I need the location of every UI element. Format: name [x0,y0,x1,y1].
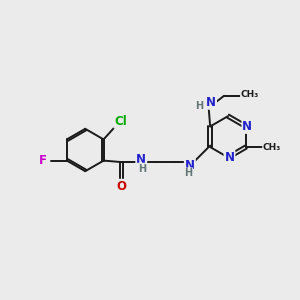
Text: F: F [39,154,47,167]
Text: N: N [185,159,195,172]
Text: CH₃: CH₃ [263,142,281,152]
Text: O: O [116,180,126,193]
Text: H: H [195,101,203,111]
Text: N: N [224,151,235,164]
Text: CH₃: CH₃ [241,90,259,99]
Text: Cl: Cl [114,115,127,128]
Text: H: H [184,168,192,178]
Text: N: N [242,120,252,133]
Text: N: N [136,153,146,166]
Text: N: N [206,96,216,109]
Text: H: H [138,164,146,173]
